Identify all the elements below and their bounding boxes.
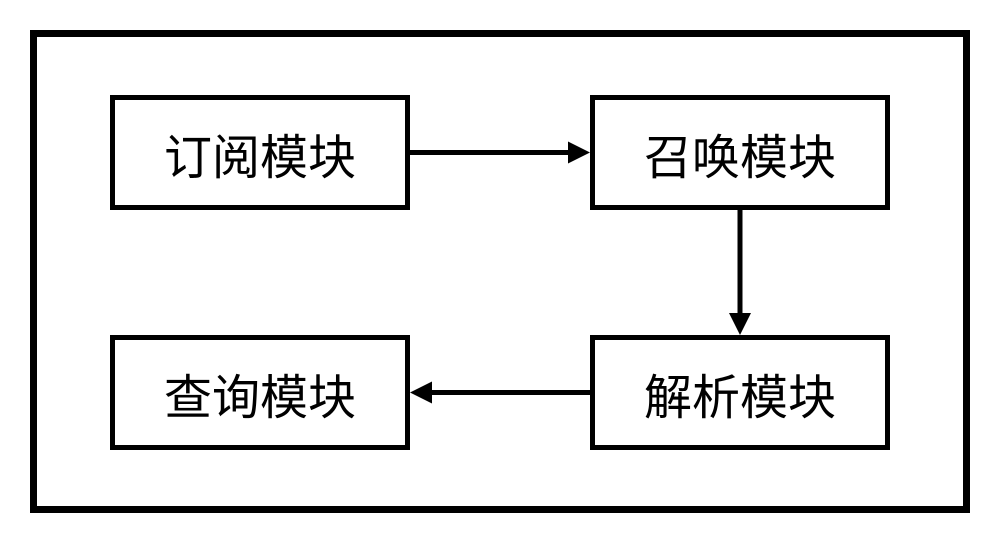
node-summon-module: 召唤模块: [590, 95, 890, 210]
node-parse-module: 解析模块: [590, 335, 890, 450]
node-subscribe-module: 订阅模块: [110, 95, 410, 210]
node-label: 订阅模块: [164, 118, 356, 188]
node-label: 查询模块: [164, 358, 356, 428]
node-label: 召唤模块: [644, 118, 836, 188]
node-label: 解析模块: [644, 358, 836, 428]
node-query-module: 查询模块: [110, 335, 410, 450]
